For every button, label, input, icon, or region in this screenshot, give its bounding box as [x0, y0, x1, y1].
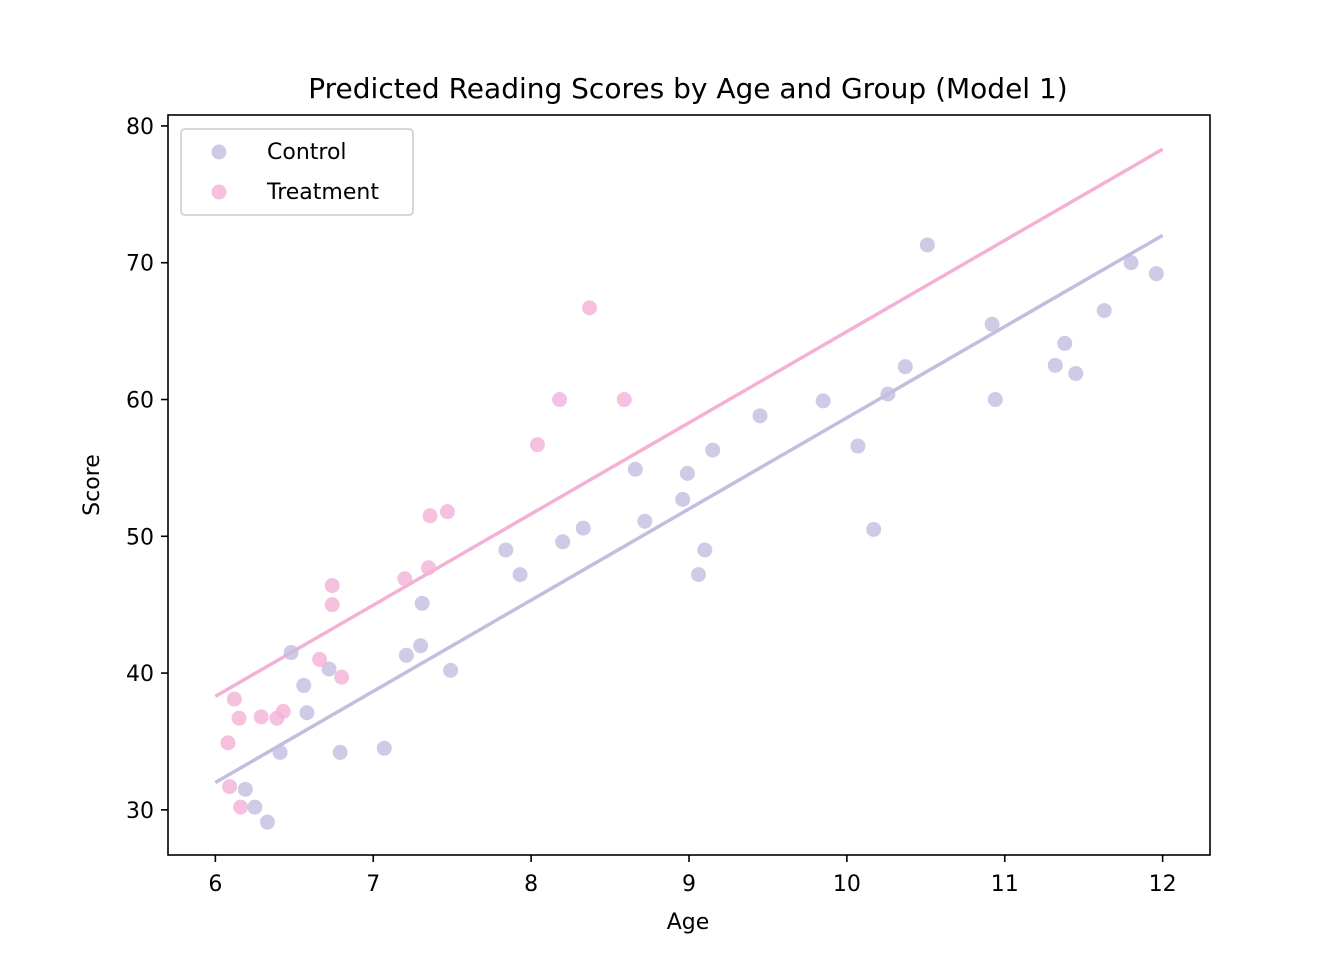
point-control-9 [376, 740, 392, 756]
y-axis-label: Score [80, 454, 105, 516]
point-control-10 [398, 647, 414, 663]
point-treatment-1 [222, 779, 238, 795]
y-tick-label-50: 50 [126, 525, 154, 550]
point-control-7 [321, 661, 337, 677]
point-control-39 [1148, 266, 1164, 282]
point-treatment-12 [397, 571, 413, 587]
point-control-13 [443, 662, 459, 678]
point-treatment-10 [324, 597, 340, 613]
point-control-35 [1057, 335, 1073, 351]
point-control-27 [850, 438, 866, 454]
point-control-29 [880, 386, 896, 402]
y-tick-label-70: 70 [126, 252, 154, 277]
point-control-22 [690, 567, 706, 583]
point-control-25 [752, 408, 768, 424]
point-treatment-7 [275, 703, 291, 719]
point-control-36 [1068, 366, 1084, 382]
point-treatment-18 [582, 300, 598, 316]
axes: 6 7 8 9 10 11 12 30 40 50 60 70 80 [126, 114, 1211, 897]
x-tick-label-8: 8 [524, 872, 538, 897]
point-control-12 [414, 595, 430, 611]
x-axis-label: Age [667, 910, 710, 935]
point-control-30 [897, 359, 913, 375]
point-control-31 [919, 237, 935, 253]
fit-line-treatment [214, 147, 1164, 698]
point-control-3 [272, 744, 288, 760]
point-treatment-17 [552, 392, 568, 408]
point-control-21 [679, 465, 695, 481]
point-control-6 [299, 705, 315, 721]
legend-box [180, 128, 414, 216]
y-tick-label-40: 40 [126, 662, 154, 687]
plot-marks [214, 147, 1164, 830]
y-tick-label-30: 30 [126, 799, 154, 824]
point-control-23 [697, 542, 713, 558]
point-control-16 [555, 534, 571, 550]
legend-marker-treatment [211, 184, 227, 200]
x-tick-label-6: 6 [208, 872, 222, 897]
x-tick-label-10: 10 [833, 872, 861, 897]
x-tick-label-11: 11 [991, 872, 1019, 897]
point-control-33 [987, 392, 1003, 408]
legend: Control Treatment [180, 128, 414, 216]
point-treatment-16 [529, 437, 545, 453]
point-control-17 [575, 520, 591, 536]
legend-label-treatment: Treatment [266, 180, 379, 205]
legend-label-control: Control [267, 140, 347, 165]
point-treatment-19 [616, 392, 632, 408]
point-control-4 [283, 645, 299, 661]
point-control-38 [1123, 255, 1139, 271]
point-treatment-9 [324, 578, 340, 594]
point-control-14 [498, 542, 514, 558]
point-control-34 [1047, 357, 1063, 373]
point-control-26 [815, 393, 831, 409]
x-tick-label-9: 9 [682, 872, 696, 897]
point-control-20 [675, 491, 691, 507]
x-tick-label-12: 12 [1149, 872, 1177, 897]
point-treatment-2 [226, 691, 242, 707]
point-control-37 [1096, 303, 1112, 319]
point-control-18 [627, 461, 643, 477]
y-tick-label-60: 60 [126, 389, 154, 414]
point-control-8 [332, 744, 348, 760]
fit-line-control [214, 233, 1164, 785]
point-treatment-3 [231, 710, 247, 726]
point-control-11 [413, 638, 429, 654]
point-control-24 [705, 442, 721, 458]
point-treatment-11 [334, 669, 350, 685]
point-treatment-14 [422, 508, 438, 524]
point-control-0 [237, 781, 253, 797]
point-control-15 [512, 567, 528, 583]
x-tick-label-7: 7 [366, 872, 380, 897]
point-treatment-8 [312, 651, 328, 667]
point-control-1 [247, 799, 263, 815]
point-control-28 [866, 521, 882, 537]
chart-title: Predicted Reading Scores by Age and Grou… [308, 72, 1067, 105]
point-treatment-15 [439, 504, 455, 520]
point-control-5 [296, 677, 312, 693]
point-control-19 [637, 513, 653, 529]
y-tick-label-80: 80 [126, 115, 154, 140]
point-control-2 [259, 814, 275, 830]
point-control-32 [984, 316, 1000, 332]
point-treatment-5 [253, 709, 269, 725]
legend-marker-control [211, 144, 227, 160]
point-treatment-13 [421, 560, 436, 576]
point-treatment-4 [233, 799, 249, 815]
point-treatment-0 [220, 735, 236, 751]
